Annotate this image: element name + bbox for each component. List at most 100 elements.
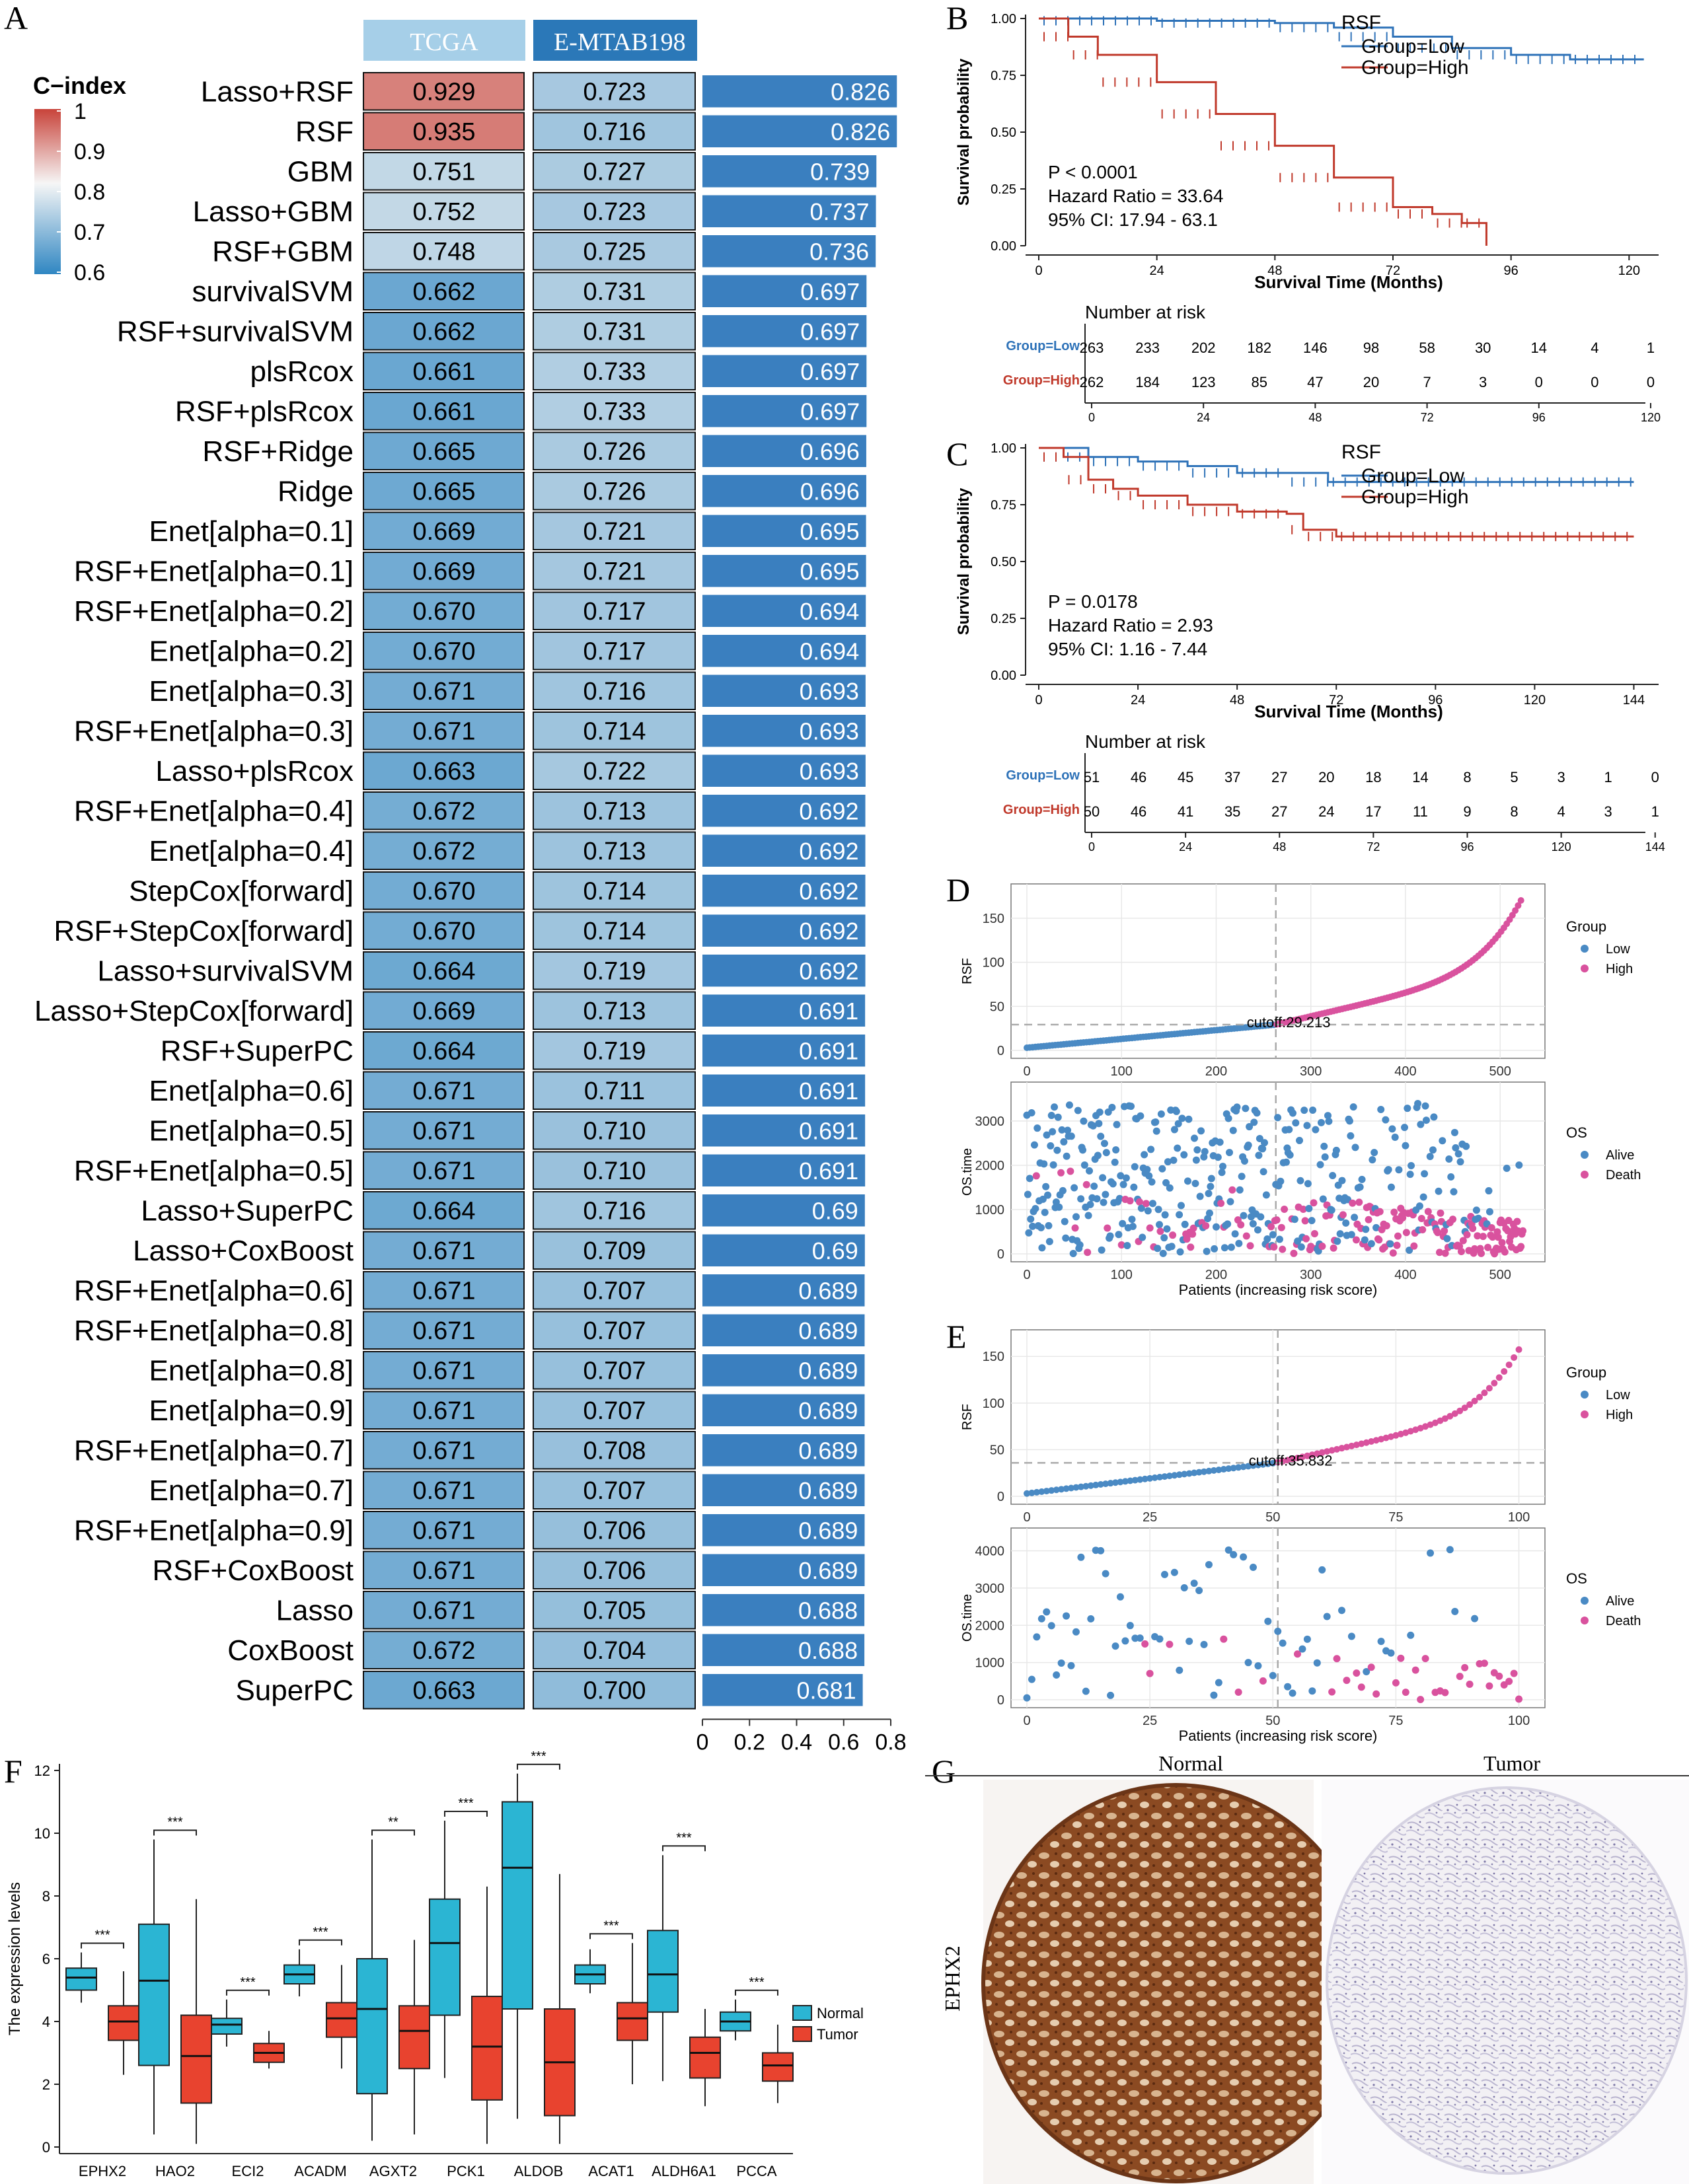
mean-bar-value: 0.695 <box>800 518 860 545</box>
box-category-label: ALDOB <box>514 2163 564 2179</box>
os-point <box>1485 1187 1493 1195</box>
model-label: Enet[alpha=0.4] <box>149 835 354 867</box>
mean-bar <box>702 875 866 907</box>
bar-axis-tick-label: 0.4 <box>781 1730 812 1751</box>
tcga-value: 0.669 <box>412 558 475 585</box>
os-point <box>1303 1635 1311 1643</box>
risk-score-point <box>1343 1443 1350 1451</box>
tcga-cell <box>363 472 525 511</box>
os-point <box>1185 1637 1193 1645</box>
os-point <box>1102 1570 1109 1578</box>
model-label: RSF+Enet[alpha=0.2] <box>74 595 354 628</box>
os-point <box>1417 1214 1425 1222</box>
tcga-cell <box>363 791 525 830</box>
os-point <box>1267 1223 1275 1231</box>
box-tumor <box>398 2005 430 2070</box>
emtab-value: 0.714 <box>583 717 646 745</box>
os-point <box>1152 1127 1160 1135</box>
mean-bar <box>702 115 897 147</box>
os-point <box>1166 1640 1174 1648</box>
os-point <box>1402 1142 1409 1149</box>
os-point <box>1392 1679 1400 1687</box>
os-y-tick-label: 1000 <box>975 1656 1005 1671</box>
os-point <box>1047 1111 1055 1119</box>
os-point <box>1357 1683 1365 1691</box>
emtab-value: 0.709 <box>583 1237 646 1265</box>
mean-bar-value: 0.697 <box>800 318 860 345</box>
model-label: RSF+Enet[alpha=0.8] <box>74 1315 354 1347</box>
os-point <box>1185 1115 1193 1123</box>
os-point <box>1149 1200 1157 1208</box>
group-legend-high-dot <box>1581 1410 1589 1418</box>
risk-score-plot-validation: 0 50 100 150 0 25 50 75 100 RSF cutoff:35.832 Group… <box>960 1329 1641 1744</box>
os-point <box>1457 1247 1465 1255</box>
os-point <box>1347 1231 1355 1239</box>
mean-bar <box>702 1234 865 1266</box>
os-point <box>1104 1224 1111 1232</box>
bar-axis-tick-label: 0 <box>696 1730 709 1751</box>
risk-low-count: 146 <box>1303 340 1328 356</box>
emtab-value: 0.731 <box>583 278 646 306</box>
os-point <box>1330 1244 1337 1252</box>
cindex-heatmap: C−index 1 0.9 0.8 0.7 0.6 TCGA E-MTAB198 Las… <box>33 20 907 1751</box>
os-point <box>1410 1242 1418 1250</box>
model-label: Lasso+SuperPC <box>141 1194 354 1227</box>
risk-score-point <box>1235 1464 1242 1471</box>
os-point <box>1382 1116 1390 1124</box>
os-point <box>1450 1188 1458 1196</box>
os-point <box>1094 1151 1102 1159</box>
risk-low-count: 51 <box>1084 769 1100 785</box>
os-point <box>1382 1221 1390 1229</box>
km-x-tick-label: 48 <box>1267 264 1282 278</box>
os-point <box>1228 1186 1236 1194</box>
km-x-tick-label: 144 <box>1623 693 1645 708</box>
os-point <box>1065 1101 1073 1109</box>
os-point <box>1277 1223 1285 1231</box>
mean-bar-value: 0.689 <box>798 1357 858 1384</box>
os-legend-death-dot <box>1581 1617 1589 1624</box>
os-point <box>1328 1688 1336 1696</box>
risk-score-point <box>1491 1379 1498 1387</box>
model-label: Enet[alpha=0.6] <box>149 1075 354 1107</box>
emtab-value: 0.706 <box>583 1557 646 1585</box>
mean-bar-value: 0.693 <box>800 717 859 745</box>
tcga-value: 0.752 <box>412 198 475 226</box>
tcga-value: 0.664 <box>412 1197 475 1225</box>
os-point <box>1205 1190 1213 1198</box>
risk-row-high-label: Group=High <box>1003 803 1080 817</box>
os-point <box>1436 1249 1444 1256</box>
os-point <box>1519 1227 1527 1235</box>
os-point <box>1308 1687 1316 1695</box>
os-point <box>1109 1180 1117 1188</box>
os-point <box>1030 1141 1038 1149</box>
os-point <box>1397 1654 1405 1662</box>
tcga-value: 0.662 <box>412 278 475 306</box>
os-point <box>1313 1659 1321 1667</box>
km-low-curve <box>1039 447 1634 484</box>
os-x-tick-label: 0 <box>1023 1268 1030 1282</box>
significance-label: *** <box>313 1925 328 1940</box>
os-point <box>1029 1222 1037 1230</box>
os-point <box>1037 1223 1045 1231</box>
tcga-value: 0.661 <box>412 398 475 425</box>
os-point <box>1176 1211 1183 1219</box>
mean-bar-value: 0.692 <box>799 797 858 824</box>
os-point <box>1084 1249 1092 1256</box>
tcga-cell <box>363 392 525 431</box>
risk-high-count: 3 <box>1479 374 1487 390</box>
risk-high-count: 7 <box>1423 374 1431 390</box>
emtab-value: 0.707 <box>583 1397 646 1425</box>
os-point <box>1307 1243 1315 1251</box>
os-point <box>1421 1655 1429 1663</box>
risk-low-count: 58 <box>1419 340 1435 356</box>
box-category-label: ECI2 <box>232 2163 264 2179</box>
risk-score-point <box>1225 1465 1232 1473</box>
mean-bar-value: 0.689 <box>798 1277 858 1304</box>
mean-bar-value: 0.689 <box>798 1477 858 1504</box>
os-legend-death: Death <box>1606 1614 1641 1628</box>
risk-high-count: 0 <box>1647 374 1655 390</box>
risk-x-tick-label: 120 <box>1641 411 1661 423</box>
os-point <box>1319 1195 1327 1203</box>
risk-x-tick-label: 48 <box>1273 840 1286 852</box>
os-point <box>1377 1638 1385 1646</box>
